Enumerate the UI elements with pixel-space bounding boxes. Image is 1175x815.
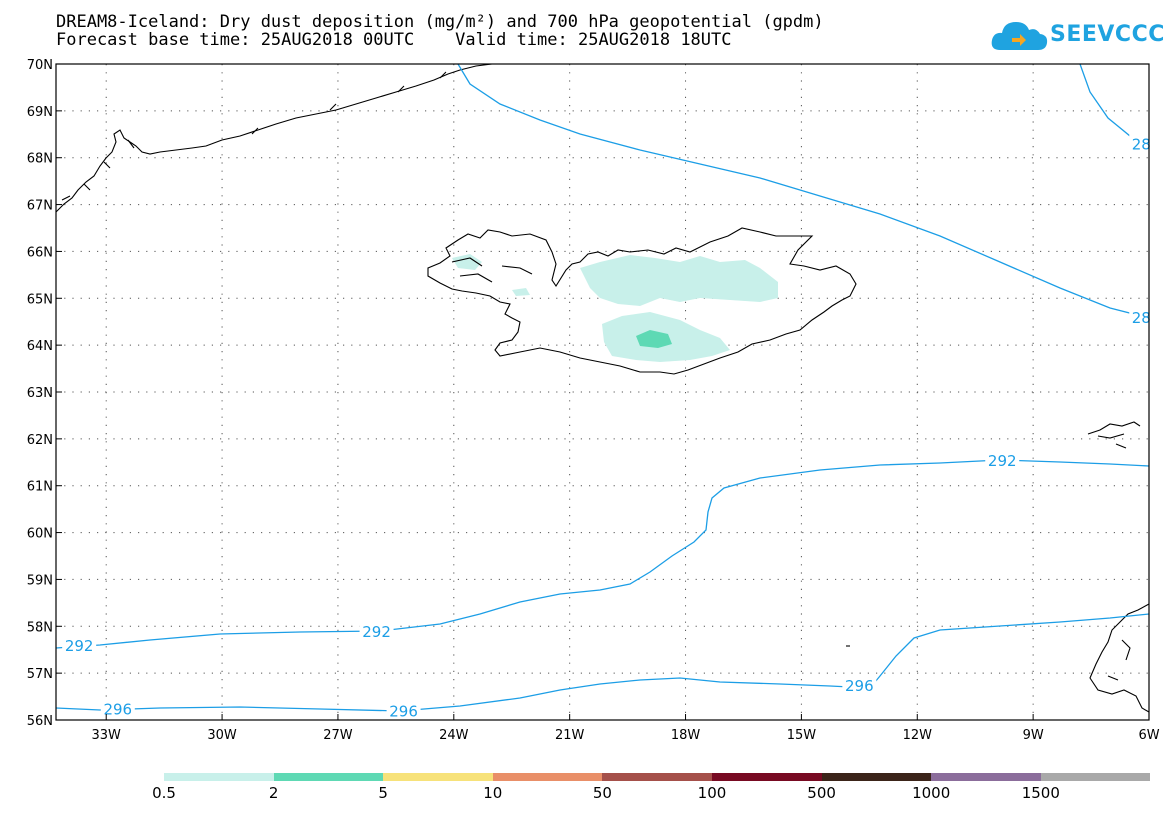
contour-label-bg	[100, 699, 135, 717]
lat-label: 63N	[27, 386, 53, 401]
dust-area-north	[580, 255, 778, 306]
colorbar-label: 50	[592, 784, 612, 802]
contour-labels: 28 28 292 292 292 296 296 296	[62, 134, 1154, 721]
colorbar-label: 1000	[912, 784, 951, 802]
logo-text: SEEVCCC	[1050, 22, 1165, 47]
contour-296-south	[56, 613, 1149, 712]
lat-label: 69N	[27, 105, 53, 120]
dust-area-west	[512, 288, 530, 296]
contour-label: 28	[1132, 136, 1151, 154]
iceland-westfjords-detail	[451, 257, 533, 283]
lat-label: 58N	[27, 620, 53, 635]
contour-label: 28	[1132, 309, 1151, 327]
contour-label-bg	[985, 450, 1020, 468]
contour-292	[56, 459, 1149, 649]
longitude-labels: 33W 30W 27W 24W 21W 18W 15W 12W 9W 6W	[92, 728, 1160, 743]
contour-label: 292	[362, 623, 391, 641]
lat-label: 60N	[27, 527, 53, 542]
contour-288-ne	[1079, 64, 1149, 145]
colorbar-swatch	[383, 773, 493, 781]
lat-label: 56N	[27, 714, 53, 729]
dust-deposition-field	[452, 254, 778, 362]
lon-label: 15W	[787, 728, 817, 743]
colorbar-label: 5	[378, 784, 388, 802]
seevccc-logo: SEEVCCC	[990, 16, 1164, 56]
colorbar-swatch	[492, 773, 603, 781]
lon-label: 18W	[671, 728, 701, 743]
contour-label-bg	[1129, 134, 1154, 152]
faroe-islands	[1087, 421, 1141, 449]
lat-label: 66N	[27, 245, 53, 260]
colorbar-label: 500	[807, 784, 836, 802]
geopotential-contours	[56, 64, 1149, 712]
contour-label: 292	[988, 452, 1017, 470]
contour-label: 296	[845, 677, 874, 695]
lon-label: 9W	[1023, 728, 1044, 743]
iceland-coastline	[427, 227, 857, 375]
colorbar-swatch	[1040, 773, 1151, 781]
map-subtitle-times: Forecast base time: 25AUG2018 00UTC Vali…	[56, 30, 732, 50]
lon-label: 24W	[439, 728, 469, 743]
colorbar-swatch	[821, 773, 932, 781]
colorbar-label: 2	[268, 784, 279, 802]
greenland-fjords	[61, 71, 447, 201]
lat-label: 61N	[27, 480, 53, 495]
colorbar-swatch	[164, 773, 274, 781]
colorbar-label: 10	[483, 784, 503, 802]
colorbar-swatch	[602, 773, 712, 781]
contour-label-bg	[1129, 308, 1154, 326]
contour-label: 296	[103, 700, 132, 718]
lat-label: 70N	[27, 58, 53, 73]
colorbar-swatch	[711, 773, 822, 781]
lat-label: 64N	[27, 339, 53, 354]
colorbar	[164, 773, 1151, 781]
contour-label-bg	[62, 636, 97, 654]
lon-label: 21W	[555, 728, 585, 743]
axis-ticks	[56, 63, 1150, 721]
dust-area-core	[636, 330, 672, 348]
contour-288-north	[457, 64, 1149, 319]
colorbar-swatch	[273, 773, 384, 781]
scotland-coastline	[1089, 603, 1149, 713]
colorbar-label: 0.5	[152, 784, 176, 802]
lon-label: 30W	[207, 728, 237, 743]
colorbar-label: 100	[697, 784, 727, 802]
contour-label-bg	[359, 621, 394, 639]
contour-label: 292	[65, 637, 94, 655]
coastlines	[56, 64, 1149, 713]
lat-label: 62N	[27, 433, 53, 448]
lon-label: 12W	[903, 728, 933, 743]
contour-label: 296	[389, 703, 418, 721]
lat-label: 57N	[27, 667, 53, 682]
contour-label-bg	[386, 701, 421, 719]
colorbar-swatch	[931, 773, 1041, 781]
lat-label: 59N	[27, 573, 53, 588]
cloud-icon	[991, 22, 1048, 50]
dust-area-westfjords	[452, 254, 482, 270]
lon-label: 27W	[323, 728, 353, 743]
graticule	[56, 64, 1149, 720]
lat-label: 67N	[27, 199, 53, 214]
colorbar-label: 1500	[1021, 784, 1060, 802]
greenland-coastline	[56, 64, 493, 213]
contour-label-bg	[842, 675, 877, 693]
lat-label: 68N	[27, 152, 53, 167]
latitude-labels: 70N 69N 68N 67N 66N 65N 64N 63N 62N 61N 60N 59N 58N 5…	[27, 58, 53, 729]
map-frame	[55, 63, 1150, 721]
lon-label: 33W	[92, 728, 122, 743]
lat-label: 65N	[27, 292, 53, 307]
map-title: DREAM8-Iceland: Dry dust deposition (mg/…	[56, 12, 824, 32]
lon-label: 6W	[1138, 728, 1159, 743]
